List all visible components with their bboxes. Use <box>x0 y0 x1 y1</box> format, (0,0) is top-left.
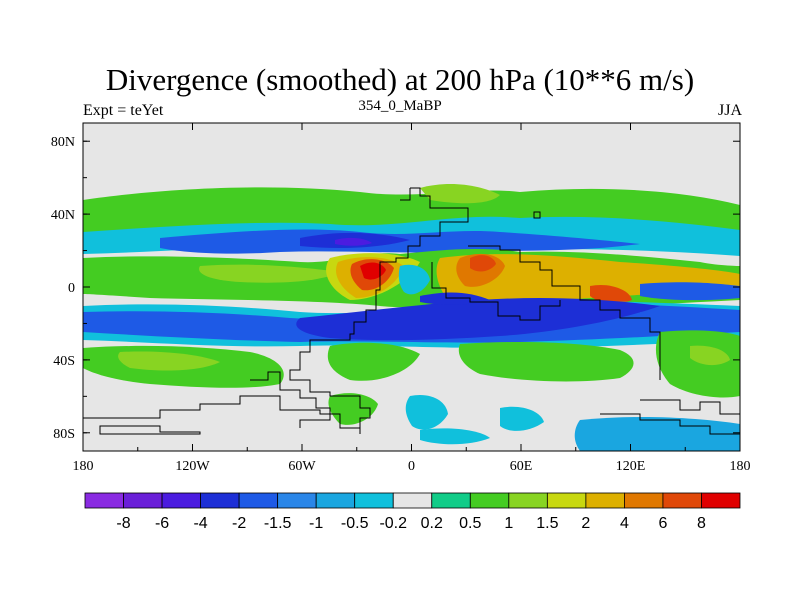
x-tick-label: 180 <box>73 459 94 474</box>
colorbar: -8 -6 -4 -2 -1.5 -1 -0.5 -0.2 0.2 0.5 1 1.5 2 4 6 8 <box>84 492 741 532</box>
run-label: 354_0_MaBP <box>358 98 442 114</box>
colorbar-swatch <box>469 492 510 509</box>
y-tick-label: 40S <box>53 354 75 369</box>
contour-epac-blue <box>640 282 740 301</box>
contour-atl-cyan-gap <box>398 264 430 295</box>
contour-sh-green-mid <box>327 342 420 381</box>
colorbar-swatch <box>585 492 625 509</box>
colorbar-swatch <box>123 492 163 509</box>
colorbar-label: 2 <box>581 515 590 532</box>
contour-sh-cyan-far-south <box>420 428 490 445</box>
coastline-africa-europe <box>289 187 469 428</box>
contour-sh-darkblue <box>296 298 660 341</box>
contour-sh-cyan-south <box>405 394 448 430</box>
colorbar-label: 0.2 <box>421 515 443 532</box>
contour-sh-blue-pacific <box>640 311 720 328</box>
contour-sh-green-pacific <box>655 330 740 398</box>
colorbar-label: 0.5 <box>459 515 481 532</box>
colorbar-label: 8 <box>697 515 706 532</box>
axes: 180 120W 60W 0 60E 120E 180 80N 40N 0 40S 80S <box>51 123 751 474</box>
colorbar-swatch <box>315 492 356 509</box>
colorbar-label: 1.5 <box>536 515 558 532</box>
coastline-nh-small <box>533 211 541 219</box>
contour-nh-violet <box>335 237 372 246</box>
colorbar-swatch <box>662 492 702 509</box>
colorbar-label: -8 <box>116 515 130 532</box>
x-tick-label: 60W <box>288 459 316 474</box>
contour-sh-cyan-south2 <box>500 406 544 431</box>
contour-sh-green-east <box>458 342 634 382</box>
colorbar-swatch <box>624 492 664 509</box>
contour-nh-lightgreen <box>420 184 500 204</box>
coastline-south-america <box>250 371 331 428</box>
coastline-antarctic <box>83 395 361 434</box>
y-tick-label: 40N <box>51 208 75 223</box>
colorbar-label: 1 <box>504 515 513 532</box>
colorbar-label: 6 <box>658 515 667 532</box>
contour-sh-lightgreen-west <box>118 351 220 371</box>
y-tick-label: 0 <box>68 281 75 296</box>
coastline-antarctic-2 <box>99 425 201 435</box>
contour-field <box>83 184 740 451</box>
coastline-antarctic-east <box>600 413 740 435</box>
season-label: JJA <box>717 102 742 119</box>
x-tick-label: 0 <box>408 459 415 474</box>
chart-title: Divergence (smoothed) at 200 hPa (10**6 … <box>105 62 695 97</box>
colorbar-swatch <box>277 492 317 509</box>
colorbar-swatch <box>546 492 587 509</box>
x-tick-label: 180 <box>730 459 751 474</box>
contour-sh-green-south-atl <box>328 393 378 425</box>
x-tick-label: 120E <box>616 459 646 474</box>
colorbar-swatch <box>701 492 741 509</box>
colorbar-swatch <box>508 492 548 509</box>
colorbar-swatch <box>431 492 471 509</box>
coastlines <box>83 187 740 435</box>
coastline-australia <box>640 399 740 415</box>
colorbar-swatch <box>200 492 240 509</box>
colorbar-label: -1.5 <box>264 515 292 532</box>
colorbar-label: -6 <box>155 515 169 532</box>
coastline-africa-east <box>431 262 561 321</box>
colorbar-label: -0.2 <box>379 515 407 532</box>
colorbar-label: 4 <box>620 515 629 532</box>
contour-tropical-red-east2 <box>470 255 496 272</box>
colorbar-label: -2 <box>232 515 246 532</box>
coastline-asia <box>468 245 661 380</box>
colorbar-swatch <box>161 492 201 509</box>
colorbar-label: -0.5 <box>341 515 369 532</box>
y-tick-label: 80N <box>51 135 75 150</box>
colorbar-swatch <box>84 492 124 509</box>
contour-tropical-red-pacific <box>590 284 632 304</box>
coastline-north-polar <box>400 188 411 201</box>
colorbar-label: -1 <box>309 515 323 532</box>
experiment-label: Expt = teYet <box>83 102 164 119</box>
x-tick-label: 120W <box>175 459 210 474</box>
contour-tropical-lightgreen <box>199 264 340 283</box>
x-tick-label: 60E <box>510 459 533 474</box>
colorbar-swatch <box>238 492 279 509</box>
y-tick-label: 80S <box>53 427 75 442</box>
colorbar-swatch <box>354 492 394 509</box>
colorbar-label: -4 <box>193 515 207 532</box>
contour-sh-lightgreen-pacific <box>690 345 730 366</box>
colorbar-swatch <box>392 492 433 509</box>
